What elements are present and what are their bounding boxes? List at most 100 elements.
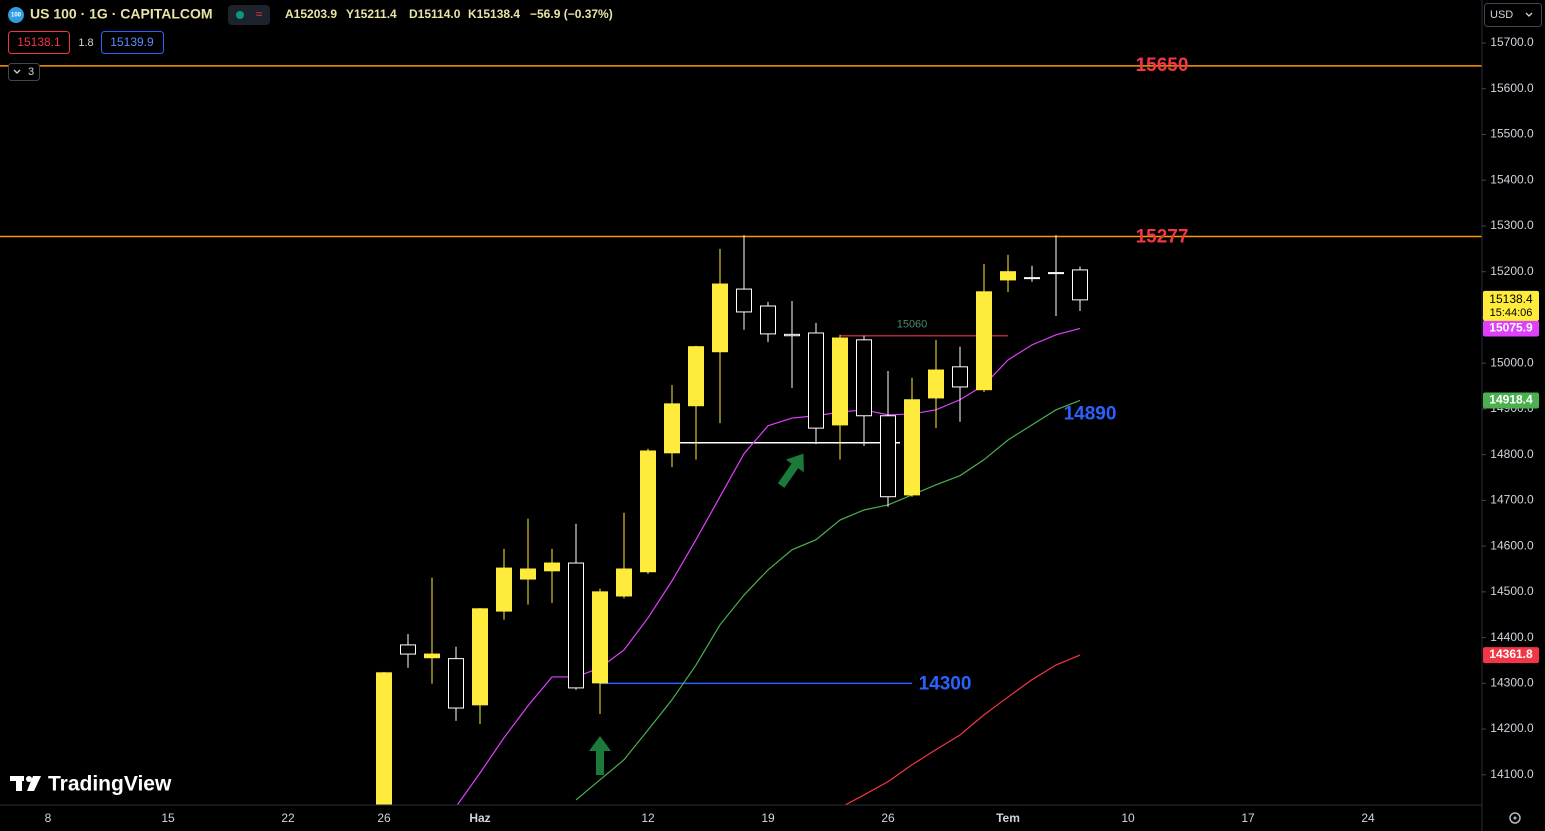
x-tick-label: 22 [281, 811, 295, 825]
candle-body [568, 562, 584, 689]
y-tick-label: 14700.0 [1490, 493, 1534, 507]
last-price-tag [1483, 290, 1539, 321]
price-tag-label: 15075.9 [1489, 321, 1533, 335]
y-tick-label: 14200.0 [1490, 721, 1534, 735]
candle-body [544, 562, 560, 572]
symbol-icon [8, 7, 24, 23]
candle-body [640, 450, 656, 573]
candle-body [448, 658, 464, 709]
x-tick-label: Haz [469, 811, 490, 825]
level-label: 14890 [1064, 403, 1117, 424]
x-tick-label: 17 [1241, 811, 1255, 825]
candle-body [880, 415, 896, 498]
candle-body [928, 369, 944, 399]
candle-body [592, 591, 608, 684]
bid-price: 15138.1 [17, 35, 61, 49]
y-tick-label: 15400.0 [1490, 172, 1534, 186]
data-delay-icon: ≈ [256, 7, 263, 21]
y-tick-label: 14300.0 [1490, 676, 1534, 690]
price-tag [1483, 647, 1539, 664]
candle-body [400, 644, 416, 655]
y-tick-label: 14100.0 [1490, 767, 1534, 781]
candle-body [808, 332, 824, 429]
ohlc-high: Y15211.4 [346, 7, 397, 21]
candle-body [424, 653, 440, 659]
status-badges [228, 5, 270, 25]
annotation-arrow [777, 453, 804, 488]
chevron-icon [1525, 12, 1533, 17]
candle-body [1048, 272, 1064, 275]
candle-body [472, 608, 488, 706]
settings-icon-dot [1513, 816, 1517, 820]
price-tag [1483, 392, 1539, 409]
ohlc-low: D15114.0 [409, 7, 461, 21]
x-tick-label: 15 [161, 811, 175, 825]
x-tick-label: 26 [881, 811, 895, 825]
candle-body [664, 403, 680, 454]
candle-body [832, 337, 848, 426]
moving-average [843, 654, 1081, 805]
countdown: 15:44:06 [1490, 307, 1533, 319]
settings-icon[interactable] [1509, 812, 1521, 824]
level-label: 14300 [919, 673, 972, 694]
level-label: 15060 [897, 319, 928, 331]
sell-button[interactable] [8, 31, 70, 54]
tradingview-logo [10, 776, 41, 791]
candle-body [616, 568, 632, 597]
last-price-label: 15138.4 [1489, 292, 1533, 306]
level-label: 15650 [1136, 55, 1189, 76]
y-tick-label: 15600.0 [1490, 81, 1534, 95]
y-tick-label: 14400.0 [1490, 630, 1534, 644]
candle-body [784, 333, 800, 337]
x-tick-label: 19 [761, 811, 775, 825]
symbol-icon-text: 100 [11, 13, 22, 19]
indicators-count: 3 [28, 66, 34, 78]
moving-average [575, 399, 1081, 801]
x-tick-label: 26 [377, 811, 391, 825]
plot-area: 15650 15277 15060 14890 14300 [0, 55, 1482, 805]
candle-body [1000, 271, 1016, 281]
market-open-dot [236, 11, 244, 19]
candle-body [376, 672, 392, 805]
currency: USD [1490, 9, 1513, 21]
candle-body [688, 346, 704, 407]
symbol-title[interactable]: US 100 · 1G · CAPITALCOM [30, 6, 213, 22]
y-tick-label: 15700.0 [1490, 35, 1534, 49]
candle-body [760, 305, 776, 335]
annotation-arrow [589, 736, 611, 775]
x-tick-label: 8 [45, 811, 52, 825]
candle-body [1072, 269, 1088, 301]
candle-body [976, 291, 992, 391]
ohlc-change: −56.9 (−0.37%) [530, 7, 613, 21]
y-tick-label: 15300.0 [1490, 218, 1534, 232]
price-tag [1483, 320, 1539, 337]
ohlc-close: K15138.4 [468, 7, 520, 21]
x-tick-label: 12 [641, 811, 655, 825]
x-tick-label: Tem [996, 811, 1020, 825]
candle-body [712, 283, 728, 353]
candle-body [952, 366, 968, 388]
y-tick-label: 15500.0 [1490, 127, 1534, 141]
indicators-toggle[interactable] [8, 63, 40, 81]
axes: 14100.0 14200.0 14300.0 14400.0 14500.0 14600… [45, 35, 1539, 825]
y-tick-label: 15000.0 [1490, 355, 1534, 369]
candle-body [856, 339, 872, 417]
spread: 1.8 [78, 37, 93, 49]
currency-select[interactable] [1484, 3, 1542, 27]
candle-body [496, 567, 512, 612]
price-tag-label: 14361.8 [1489, 647, 1533, 661]
y-tick-label: 15200.0 [1490, 264, 1534, 278]
ask-price: 15139.9 [110, 35, 154, 49]
level-label: 15277 [1136, 226, 1189, 247]
x-tick-label: 10 [1121, 811, 1135, 825]
buy-button[interactable] [101, 31, 164, 54]
y-tick-label: 14500.0 [1490, 584, 1534, 598]
price-tag-label: 14918.4 [1489, 393, 1533, 407]
y-tick-label: 14800.0 [1490, 447, 1534, 461]
candle-body [904, 399, 920, 496]
ohlc-open: A15203.9 [285, 7, 337, 21]
candle-body [736, 288, 752, 313]
